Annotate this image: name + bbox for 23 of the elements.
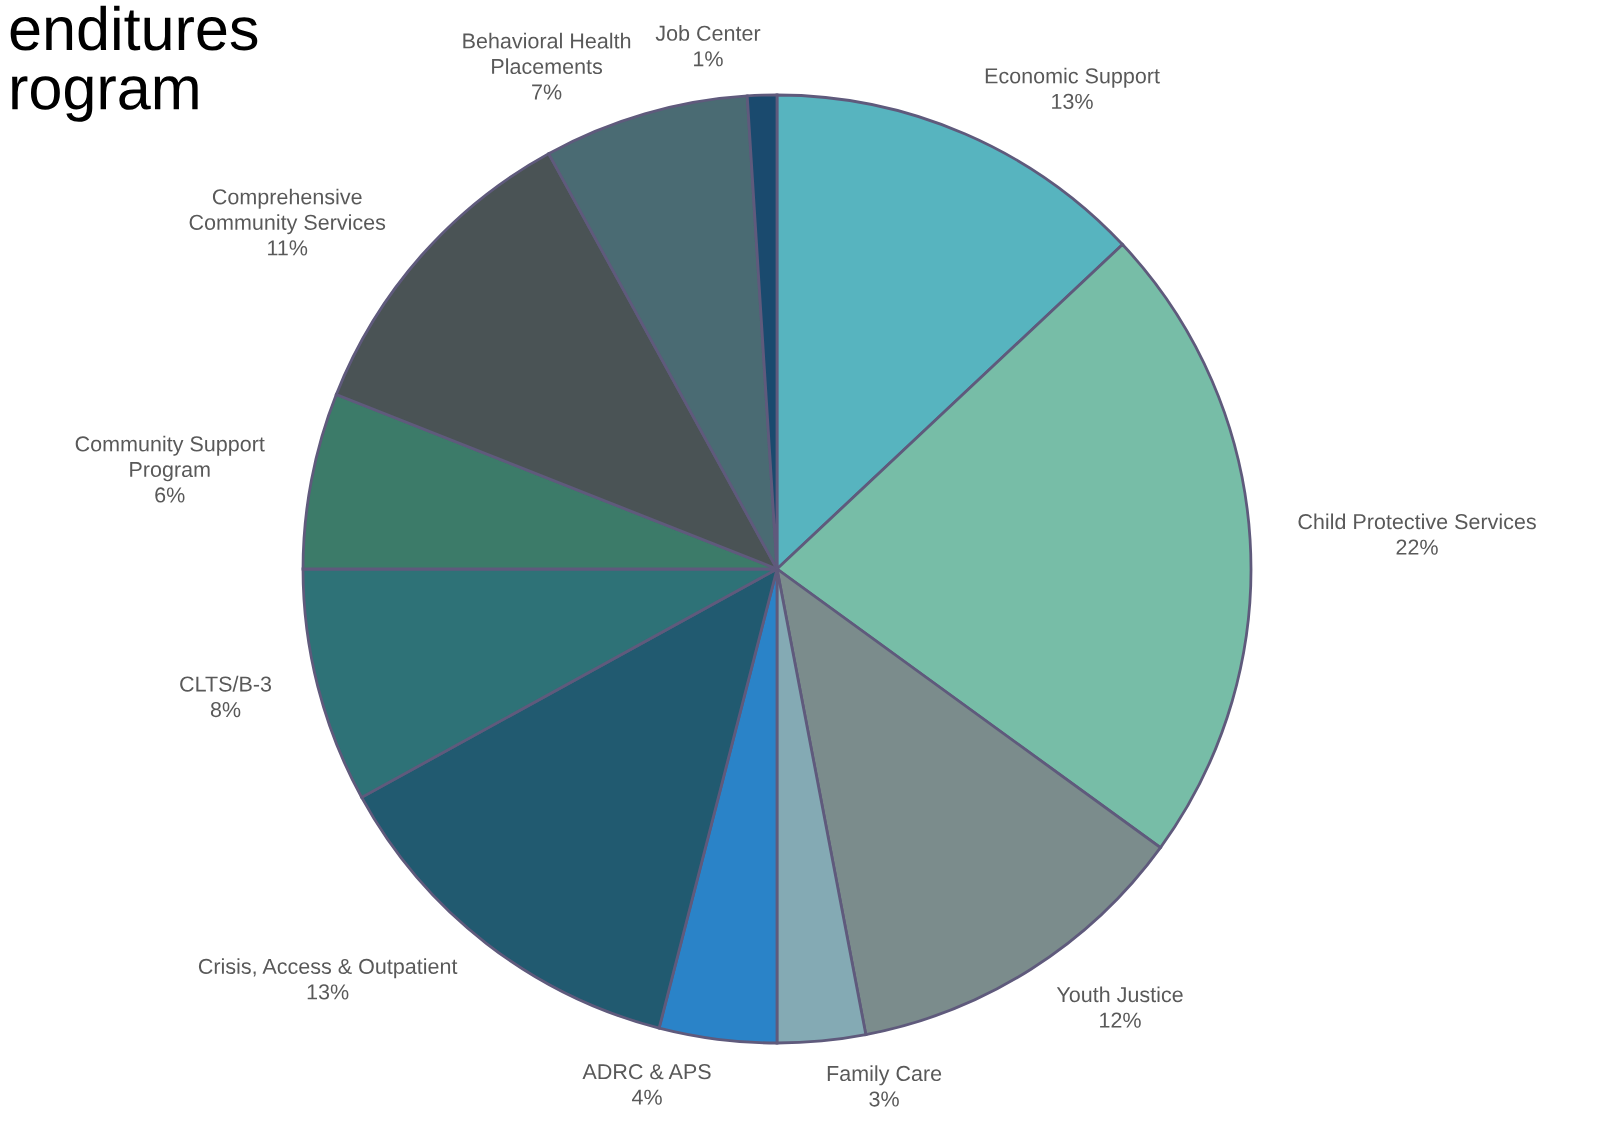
slice-label: Job Center <box>655 25 761 41</box>
slice-label: ADRC & APS <box>582 1064 711 1080</box>
data-label: 8% <box>210 701 241 718</box>
data-label: 13% <box>1052 93 1093 110</box>
slice-label: Crisis, Access & Outpatient <box>198 958 458 979</box>
slice-label: CLTS/B-3 <box>180 675 272 692</box>
slice-label: Community Support Program <box>75 435 265 482</box>
chart-title: enditures rogram <box>10 5 258 122</box>
data-label: 4% <box>631 1089 662 1105</box>
slice-label: Behavioral Health Placements <box>463 32 631 75</box>
data-label: 1% <box>694 51 723 67</box>
data-label: 13% <box>307 984 349 1000</box>
slice-label: Economic Support <box>985 67 1160 88</box>
slice-label: Family Care <box>827 1065 942 1086</box>
data-label: 3% <box>869 1091 899 1107</box>
data-label: 22% <box>1396 539 1438 555</box>
data-label: 12% <box>1100 1012 1141 1028</box>
data-label: 6% <box>155 487 185 503</box>
data-label: 7% <box>532 84 562 100</box>
slice-label: Youth Justice <box>1056 986 1183 1003</box>
data-label: 11% <box>268 240 308 256</box>
slice-label: Child Protective Services <box>1298 513 1536 530</box>
slice-label: Comprehensive Community Services <box>189 188 386 235</box>
